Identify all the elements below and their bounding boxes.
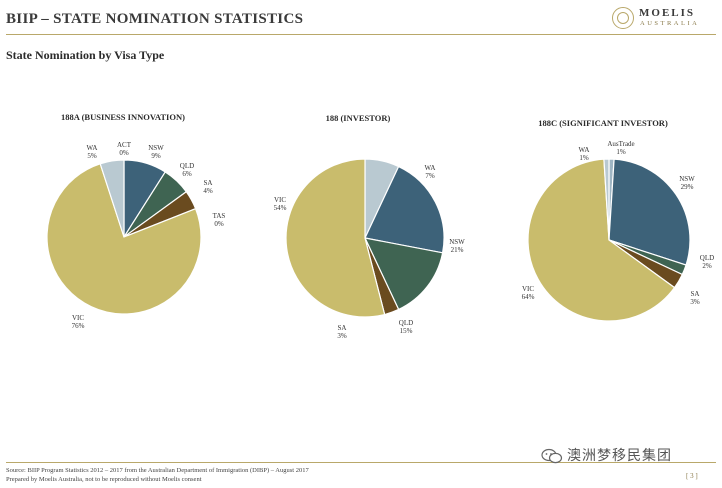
pie-slice-nsw — [608, 158, 691, 266]
slice-label-austrade: AusTrade — [607, 140, 634, 148]
slice-value-sa: 4% — [203, 187, 213, 195]
slice-label-tas: TAS — [213, 212, 226, 220]
section-subtitle: State Nomination by Visa Type — [6, 48, 165, 62]
watermark-text: 澳洲梦移民集团 — [567, 448, 672, 464]
source-line-2: Prepared by Moelis Australia, not to be … — [6, 476, 202, 483]
pie-slice-vic — [46, 163, 202, 315]
slice-label-sa: SA — [338, 324, 347, 332]
slice-value-qld: 6% — [182, 170, 192, 178]
slice-value-sa: 3% — [690, 298, 700, 306]
slice-label-sa: SA — [204, 179, 213, 187]
slice-label-nsw: NSW — [679, 175, 695, 183]
slice-label-nsw: NSW — [449, 238, 465, 246]
pie-slice-vic — [527, 158, 676, 322]
slice-value-vic: 54% — [274, 204, 287, 212]
slice-value-vic: 76% — [72, 322, 85, 330]
logo-subtitle: AUSTRALIA — [640, 20, 700, 27]
chart-title-3: 188C (SIGNIFICANT INVESTOR) — [538, 118, 668, 128]
source-note: Source: BIIP Program Statistics 2012 – 2… — [6, 466, 309, 484]
page-number: [ 3 ] — [686, 472, 698, 480]
slice-label-vic: VIC — [274, 196, 286, 204]
logo-name: MOELIS — [639, 7, 696, 19]
slice-value-qld: 2% — [702, 262, 712, 270]
slice-value-wa: 5% — [87, 152, 97, 160]
logo-emblem-icon — [612, 7, 634, 29]
chart-title-2: 188 (INVESTOR) — [326, 113, 391, 123]
slice-label-qld: QLD — [399, 319, 413, 327]
pie-slice-wa — [603, 158, 610, 241]
wechat-watermark: 澳洲梦移民集团 — [541, 445, 672, 465]
slice-value-nsw: 29% — [681, 183, 694, 191]
slice-label-wa: WA — [425, 164, 436, 172]
page-title: BIIP – STATE NOMINATION STATISTICS — [6, 11, 304, 27]
slice-value-austrade: 1% — [616, 148, 626, 156]
slice-label-wa: WA — [87, 144, 98, 152]
slice-label-qld: QLD — [700, 254, 714, 262]
slice-value-act: 0% — [119, 149, 129, 157]
slice-value-nsw: 21% — [451, 246, 464, 254]
slice-value-qld: 15% — [400, 327, 413, 335]
slice-value-tas: 0% — [214, 220, 224, 228]
slice-label-nsw: NSW — [148, 144, 164, 152]
wechat-icon — [541, 448, 563, 464]
chart-title-1: 188A (BUSINESS INNOVATION) — [61, 112, 185, 122]
slice-label-vic: VIC — [522, 285, 534, 293]
title-divider — [6, 34, 716, 35]
moelis-logo: MOELIS AUSTRALIA — [612, 6, 716, 32]
footer-divider — [6, 462, 716, 463]
slice-value-wa: 1% — [579, 154, 589, 162]
slice-label-sa: SA — [691, 290, 700, 298]
slice-label-wa: WA — [579, 146, 590, 154]
slice-label-qld: QLD — [180, 162, 194, 170]
slice-value-sa: 3% — [337, 332, 347, 340]
pie-slice-vic — [285, 158, 386, 318]
slice-value-wa: 7% — [425, 172, 435, 180]
slice-label-vic: VIC — [72, 314, 84, 322]
source-line-1: Source: BIIP Program Statistics 2012 – 2… — [6, 467, 309, 474]
slice-label-act: ACT — [117, 141, 132, 149]
slice-value-vic: 64% — [522, 293, 535, 301]
slice-value-nsw: 9% — [151, 152, 161, 160]
pie-slice-nsw — [364, 165, 445, 254]
pie-chart-3: AusTrade1%NSW29%QLD2%SA3%VIC64%WA1%188C … — [522, 118, 714, 322]
pie-slice-qld — [363, 237, 444, 311]
pie-slice-wa — [99, 159, 125, 238]
